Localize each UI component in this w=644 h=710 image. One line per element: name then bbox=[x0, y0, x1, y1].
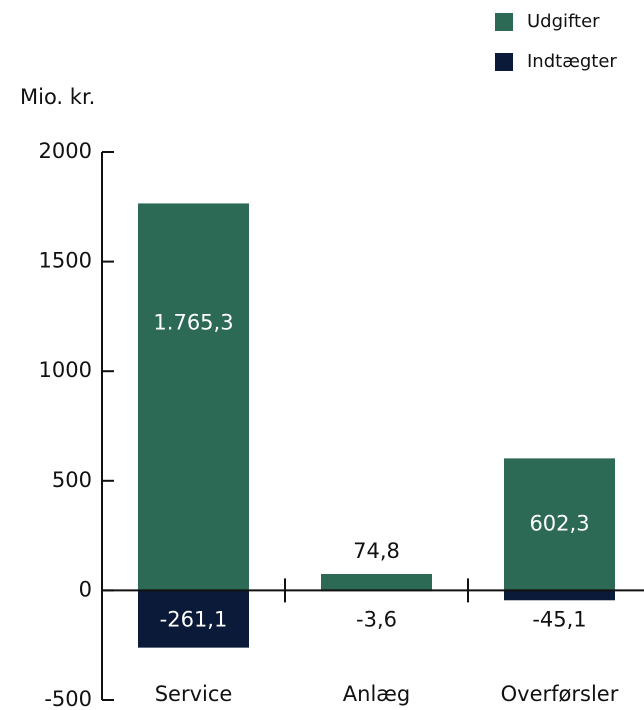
bar bbox=[504, 590, 615, 601]
legend-swatch bbox=[495, 53, 513, 71]
y-tick-label: -500 bbox=[44, 687, 92, 710]
value-label: 74,8 bbox=[353, 539, 400, 563]
bar bbox=[504, 458, 615, 591]
x-tick-label: Overførsler bbox=[501, 682, 619, 706]
y-axis-label: Mio. kr. bbox=[20, 85, 95, 109]
x-tick-label: Anlæg bbox=[343, 682, 410, 706]
x-tick-label: Service bbox=[155, 682, 233, 706]
bar bbox=[138, 590, 249, 648]
y-tick-label: 1500 bbox=[39, 249, 92, 273]
value-label: -261,1 bbox=[160, 607, 228, 631]
value-label: -3,6 bbox=[356, 607, 397, 631]
y-tick-label: 0 bbox=[79, 577, 92, 601]
bar bbox=[321, 574, 432, 591]
y-tick-label: 2000 bbox=[39, 139, 92, 163]
legend-label: Indtægter bbox=[527, 51, 617, 72]
legend-label: Udgifter bbox=[527, 11, 600, 32]
y-tick-label: 500 bbox=[52, 468, 92, 492]
value-label: 1.765,3 bbox=[153, 310, 233, 334]
value-label: 602,3 bbox=[529, 511, 589, 535]
y-tick-label: 1000 bbox=[39, 358, 92, 382]
legend-swatch bbox=[495, 13, 513, 31]
bar bbox=[138, 203, 249, 591]
value-label: -45,1 bbox=[532, 607, 586, 631]
